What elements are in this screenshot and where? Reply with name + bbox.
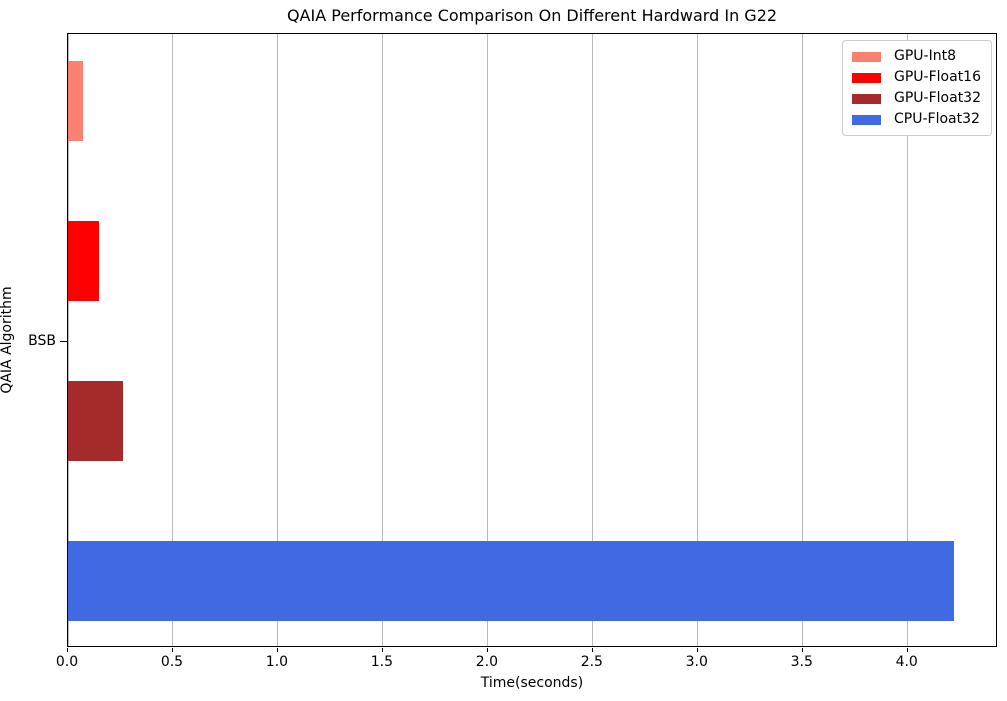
x-tick-label: 3.5 <box>790 654 813 670</box>
plot-area: GPU-Int8 GPU-Float16 GPU-Float32 CPU-Float3… <box>67 33 997 647</box>
x-tick-label: 0.0 <box>55 654 79 670</box>
x-tick-mark <box>67 648 68 652</box>
y-tick-label-bsb: BSB <box>28 333 56 349</box>
chart-title: QAIA Performance Comparison On Different… <box>286 6 778 25</box>
x-tick-label: 0.5 <box>160 654 184 670</box>
legend-item-cpu-float32: CPU-Float32 <box>852 109 981 130</box>
grid-layer <box>67 34 996 646</box>
gridline-x-1.5 <box>382 34 384 646</box>
x-tick-mark <box>801 648 803 652</box>
gridline-x-2.5 <box>592 34 594 646</box>
legend-label: GPU-Float16 <box>894 69 981 85</box>
bar-gpu-int8 <box>68 61 83 141</box>
bar-gpu-float16 <box>68 221 100 301</box>
x-tick-mark <box>591 648 593 652</box>
legend-item-gpu-int8: GPU-Int8 <box>852 46 981 67</box>
x-tick-label: 2.0 <box>475 654 498 670</box>
x-axis-label: Time(seconds) <box>480 675 584 691</box>
legend-label: GPU-Float32 <box>894 90 981 106</box>
x-tick-mark <box>696 648 698 652</box>
legend-item-gpu-float32: GPU-Float32 <box>852 88 981 109</box>
gridline-x-3.5 <box>802 34 804 646</box>
legend: GPU-Int8 GPU-Float16 GPU-Float32 CPU-Float3… <box>842 40 992 136</box>
x-tick-label: 1.0 <box>265 654 289 670</box>
gridline-x-2 <box>487 34 489 646</box>
legend-label: CPU-Float32 <box>894 111 980 127</box>
gridline-x-4 <box>907 34 909 646</box>
bar-gpu-float32 <box>68 381 123 461</box>
legend-swatch-icon <box>852 114 882 125</box>
legend-swatch-icon <box>852 51 882 62</box>
y-tick-mark <box>60 341 67 342</box>
gridline-x-3 <box>697 34 699 646</box>
x-tick-label: 4.0 <box>895 654 918 670</box>
legend-swatch-icon <box>852 93 882 104</box>
x-tick-mark <box>906 648 908 652</box>
bar-cpu-float32 <box>68 541 954 621</box>
legend-swatch-icon <box>852 72 882 83</box>
x-tick-mark <box>276 648 278 652</box>
x-tick-label: 1.5 <box>370 654 394 670</box>
x-tick-mark <box>486 648 488 652</box>
gridline-x-0.5 <box>172 34 174 646</box>
x-tick-mark <box>171 648 173 652</box>
x-tick-mark <box>381 648 383 652</box>
x-tick-label: 3.0 <box>685 654 708 670</box>
bar-layer <box>68 34 996 646</box>
gridline-x-0 <box>67 34 69 646</box>
x-tick-label: 2.5 <box>580 654 603 670</box>
legend-label: GPU-Int8 <box>894 48 957 64</box>
gridline-x-1 <box>277 34 279 646</box>
legend-item-gpu-float16: GPU-Float16 <box>852 67 981 88</box>
